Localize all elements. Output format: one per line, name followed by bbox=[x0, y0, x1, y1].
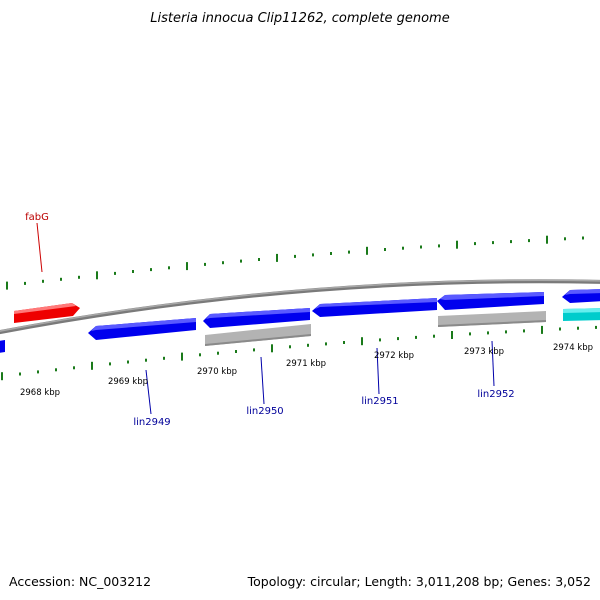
gene-label-lin2951[interactable]: lin2951 bbox=[361, 396, 398, 407]
map-title: Listeria innocua Clip11262, complete gen… bbox=[150, 11, 449, 26]
kbp-label: 2968 kbp bbox=[20, 388, 60, 398]
inner-gene-track bbox=[0, 289, 600, 353]
gene-arrow-left-edge[interactable] bbox=[0, 340, 5, 353]
outer-tick-row bbox=[6, 235, 584, 290]
feature-bar-gray-1-edge bbox=[205, 334, 311, 346]
accession-text: Accession: NC_003212 bbox=[9, 574, 151, 589]
gene-arrow-fabg[interactable] bbox=[14, 303, 80, 323]
kbp-label: 2970 kbp bbox=[197, 367, 237, 377]
gene-label-lin2950[interactable]: lin2950 bbox=[246, 406, 283, 417]
outer-gene-track bbox=[14, 303, 80, 323]
gene-arrow-lin2949-shade bbox=[91, 318, 196, 331]
gene-label-lin2952[interactable]: lin2952 bbox=[477, 389, 514, 400]
kbp-label: 2974 kbp bbox=[553, 343, 593, 353]
position-labels: 2968 kbp 2969 kbp 2970 kbp 2971 kbp 2972… bbox=[20, 343, 593, 398]
gene-arrow-lin2951-shade bbox=[315, 298, 437, 309]
kbp-label: 2973 kbp bbox=[464, 347, 504, 357]
feature-bar-cyan-shade bbox=[563, 308, 600, 313]
kbp-label: 2971 kbp bbox=[286, 359, 326, 369]
gene-label-lin2949[interactable]: lin2949 bbox=[133, 417, 170, 428]
leader-fabg bbox=[36, 222, 43, 273]
leader-lin2952 bbox=[491, 340, 495, 387]
gene-labels: fabG lin2949 lin2950 lin2951 lin2952 bbox=[25, 212, 515, 428]
leader-lin2951 bbox=[376, 347, 380, 395]
gene-arrow-lin2950-shade bbox=[206, 308, 310, 319]
feature-bar-gray-1[interactable] bbox=[205, 324, 311, 346]
feature-bar-gray-2-edge bbox=[438, 320, 546, 327]
inner-tick-row bbox=[1, 325, 597, 381]
genome-backbone bbox=[0, 279, 600, 335]
gene-arrow-lin2952-shade bbox=[440, 292, 544, 300]
leader-lin2950 bbox=[260, 356, 265, 405]
gene-arrow-fabg-shade bbox=[14, 303, 76, 314]
genome-backbone-highlight bbox=[0, 279, 600, 332]
kbp-label: 2969 kbp bbox=[108, 377, 148, 387]
feature-track bbox=[205, 308, 600, 346]
gene-arrow-right-edge-shade bbox=[565, 289, 600, 295]
kbp-label: 2972 kbp bbox=[374, 351, 414, 361]
gene-label-fabg[interactable]: fabG bbox=[25, 212, 49, 223]
label-leaders bbox=[36, 222, 495, 415]
genome-summary-text: Topology: circular; Length: 3,011,208 bp… bbox=[247, 574, 591, 589]
leader-lin2949 bbox=[145, 369, 152, 415]
